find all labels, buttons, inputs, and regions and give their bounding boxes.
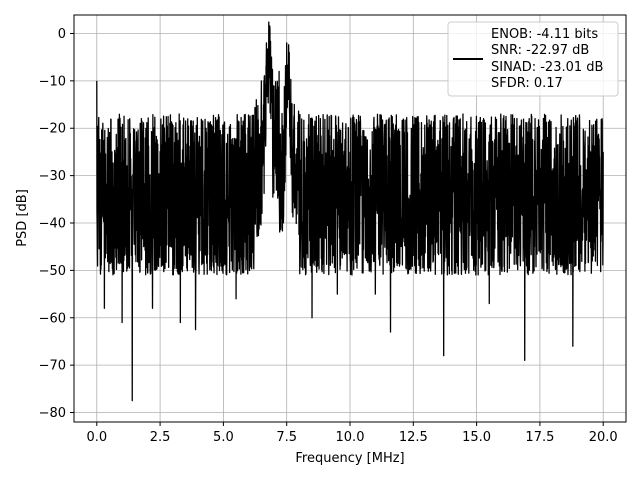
y-tick-label: −10	[39, 74, 66, 89]
x-axis-ticks: 0.0 2.5 5.0 7.5 10.0 12.5 15.0 17.5 20.0	[86, 422, 618, 445]
legend-sinad: SINAD: -23.01 dB	[491, 60, 603, 75]
y-axis-ticks: 0 −10 −20 −30 −40 −50 −60 −70 −80	[39, 27, 74, 421]
x-tick-label: 10.0	[336, 430, 365, 445]
x-tick-label: 20.0	[589, 430, 618, 445]
psd-series-line	[96, 21, 604, 402]
y-tick-label: −40	[39, 217, 66, 232]
legend: ENOB: -4.11 bits SNR: -22.97 dB SINAD: -…	[447, 21, 619, 97]
y-tick-label: −50	[39, 264, 66, 279]
y-tick-label: −30	[39, 169, 66, 184]
x-tick-label: 15.0	[462, 430, 491, 445]
legend-box	[447, 21, 619, 97]
x-tick-label: 12.5	[399, 430, 428, 445]
x-tick-label: 5.0	[213, 430, 234, 445]
x-tick-label: 2.5	[150, 430, 171, 445]
y-axis-label: PSD [dB]	[15, 189, 30, 247]
y-tick-label: −20	[39, 122, 66, 137]
y-tick-label: −60	[39, 311, 66, 326]
legend-snr: SNR: -22.97 dB	[491, 43, 589, 58]
legend-sfdr: SFDR: 0.17	[491, 76, 563, 91]
legend-enob: ENOB: -4.11 bits	[491, 27, 598, 42]
x-tick-label: 17.5	[525, 430, 554, 445]
y-tick-label: −80	[39, 406, 66, 421]
x-tick-label: 0.0	[86, 430, 107, 445]
y-tick-label: 0	[58, 27, 66, 42]
y-tick-label: −70	[39, 359, 66, 374]
x-tick-label: 7.5	[276, 430, 297, 445]
x-axis-label: Frequency [MHz]	[295, 451, 404, 466]
